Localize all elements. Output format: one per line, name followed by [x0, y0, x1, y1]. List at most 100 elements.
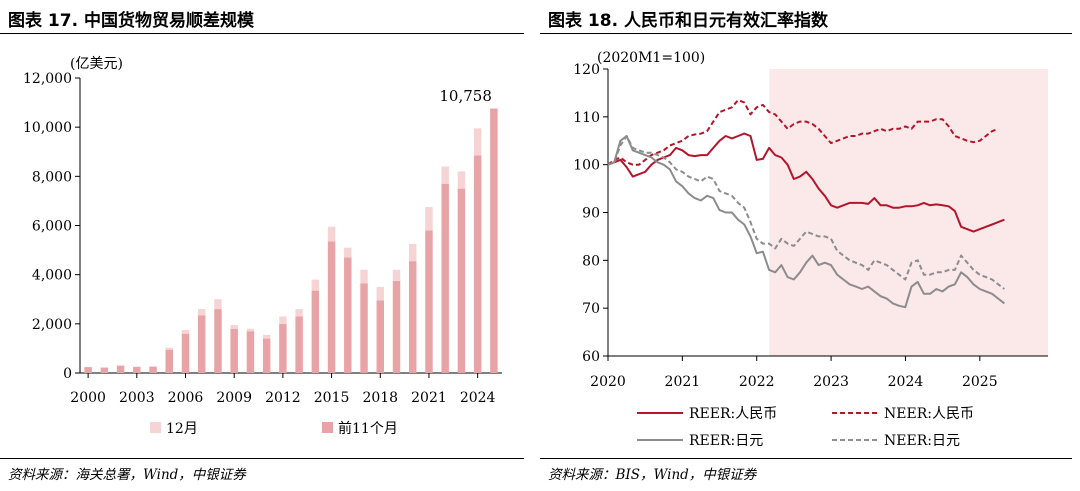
y-tick-label: 4,000: [32, 268, 72, 284]
y-tick-label: 60: [582, 349, 600, 365]
bar-2008-jan-nov: [214, 309, 222, 373]
x-tick-label: 2023: [813, 374, 849, 390]
bar-2004-jan-nov: [149, 366, 157, 373]
bar-2019-december: [392, 269, 401, 281]
bar-2007-december: [197, 309, 206, 316]
bar-2010-december: [246, 328, 255, 332]
bar-2010-jan-nov: [246, 331, 255, 373]
bar-2018-december: [376, 286, 385, 301]
y-tick-label: 70: [582, 301, 600, 317]
bar-2023-jan-nov: [457, 188, 466, 373]
bar-2021-december: [425, 207, 433, 231]
bar-2008-december: [214, 299, 222, 310]
y-tick-label: 0: [63, 366, 72, 382]
x-tick-label: 2003: [119, 390, 155, 406]
x-tick-label: 2025: [962, 374, 998, 390]
y-tick-label: 2,000: [32, 317, 72, 333]
right-source-rule: [540, 458, 1072, 459]
x-tick-label: 2021: [665, 374, 701, 390]
bar-2013-december: [295, 309, 303, 317]
effective-exchange-rate-line-chart: (2020M1=100) 60 70 80 90 100 110 120 2020 2021 202…: [573, 50, 1048, 449]
left-chart-title: 图表 17. 中国货物贸易顺差规模: [8, 11, 254, 31]
bar-2025-jan-nov: [490, 108, 498, 373]
bar-2006-jan-nov: [181, 333, 190, 373]
bar-2020-jan-nov: [408, 261, 417, 373]
left-unit-label: (亿美元): [70, 56, 123, 72]
bar-2020-december: [408, 243, 417, 262]
bar-2022-december: [441, 166, 449, 184]
right-title-rule: [540, 33, 1072, 34]
series-line-2: [607, 135, 1006, 309]
bar-2014-jan-nov: [311, 290, 320, 373]
trade-surplus-panel: 图表 17. 中国货物贸易顺差规模 (亿美元) 0 2,000 4,000 6,000 8…: [0, 0, 532, 491]
legend-label-jan-nov: 前11个月: [338, 420, 398, 437]
x-tick-label: 2012: [265, 390, 301, 406]
bar-2022-jan-nov: [441, 183, 449, 373]
bar-2000-jan-nov: [84, 367, 92, 373]
legend-label-3: NEER:日元: [884, 433, 960, 449]
bar-2019-jan-nov: [392, 280, 401, 373]
bar-2009-jan-nov: [230, 328, 238, 373]
series-line-0: [607, 132, 1005, 233]
right-chart-title: 图表 18. 人民币和日元有效汇率指数: [548, 11, 828, 31]
annotation-label: 10,758: [439, 87, 492, 105]
base-period-label: (2020M1=100): [597, 50, 705, 66]
bar-2011-jan-nov: [262, 338, 271, 373]
bar-2018-jan-nov: [376, 300, 385, 373]
x-tick-label: 2024: [460, 390, 496, 406]
x-tick-label: 2018: [362, 390, 398, 406]
x-tick-label: 2015: [314, 390, 350, 406]
bar-2016-december: [344, 247, 352, 258]
bar-2015-december: [327, 226, 336, 242]
exchange-rate-panel: 图表 18. 人民币和日元有效汇率指数 (2020M1=100) 60 70 80 90…: [540, 0, 1080, 491]
series-line-3: [607, 135, 1006, 290]
bar-2002-jan-nov: [116, 365, 125, 373]
bar-2024-jan-nov: [473, 155, 482, 373]
x-tick-label: 2021: [411, 390, 447, 406]
bar-2001-jan-nov: [100, 367, 109, 373]
x-tick-label: 2006: [168, 390, 204, 406]
bar-2007-jan-nov: [197, 315, 206, 373]
bar-2017-jan-nov: [360, 283, 368, 373]
legend-swatch-december: [150, 422, 161, 433]
y-tick-label: 10,000: [23, 120, 72, 136]
y-tick-label: 6,000: [32, 219, 72, 235]
x-tick-label: 2024: [888, 374, 924, 390]
legend-swatch-jan-nov: [322, 422, 333, 433]
bar-2005-jan-nov: [165, 349, 174, 373]
bar-2011-december: [262, 334, 271, 339]
bar-2003-jan-nov: [133, 366, 141, 373]
bar-2024-december: [473, 128, 482, 156]
bar-2016-jan-nov: [344, 257, 352, 373]
legend-label-0: REER:人民币: [689, 406, 777, 422]
bar-2015-jan-nov: [327, 241, 336, 373]
shaded-region: [769, 69, 1048, 356]
bar-2009-december: [230, 325, 238, 329]
bar-2012-december: [279, 316, 287, 324]
bar-2013-jan-nov: [295, 316, 303, 373]
trade-surplus-bar-chart: (亿美元) 0 2,000 4,000 6,000 8,000 10,000 12,000 20…: [23, 56, 502, 437]
right-chart-source: 资料来源：BIS，Wind，中银证券: [548, 467, 757, 483]
legend-label-1: NEER:人民币: [884, 406, 974, 422]
y-tick-label: 90: [582, 206, 600, 222]
bar-2006-december: [181, 329, 190, 334]
series-line-1: [607, 99, 999, 166]
left-chart-source: 资料来源：海关总署，Wind，中银证券: [8, 467, 246, 483]
y-tick-label: 8,000: [32, 169, 72, 185]
left-title-rule: [0, 33, 524, 34]
y-tick-label: 100: [573, 158, 600, 174]
bar-2017-december: [360, 269, 368, 284]
bar-2021-jan-nov: [425, 230, 433, 373]
bar-2014-december: [311, 279, 320, 291]
x-tick-label: 2009: [216, 390, 252, 406]
x-tick-label: 2020: [590, 374, 626, 390]
x-tick-label: 2022: [739, 374, 775, 390]
y-tick-label: 120: [573, 62, 600, 78]
legend-label-2: REER:日元: [689, 433, 763, 449]
bar-2023-december: [457, 171, 466, 189]
legend-label-december: 12月: [166, 421, 198, 437]
bar-2005-december: [165, 347, 174, 350]
y-tick-label: 110: [573, 110, 600, 126]
x-tick-label: 2000: [70, 390, 106, 406]
left-source-rule: [0, 458, 524, 459]
